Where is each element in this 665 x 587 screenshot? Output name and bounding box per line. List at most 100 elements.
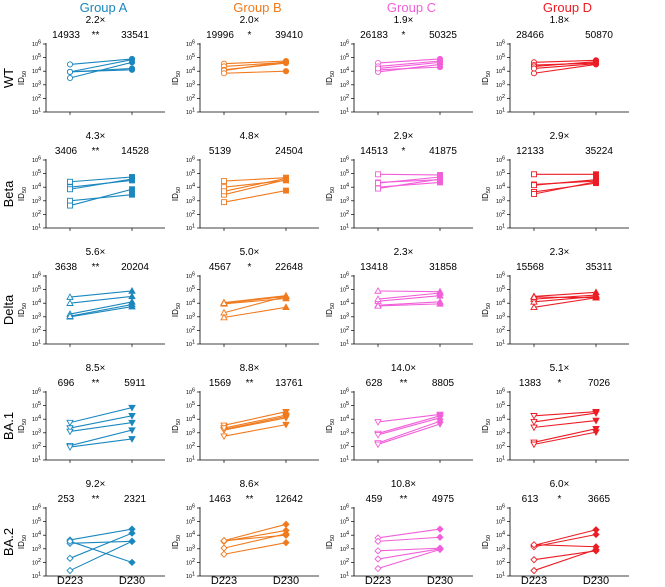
y-tick-label: 10 [496, 288, 502, 294]
y-tick-exponent: 1 [192, 224, 195, 230]
y-tick-label: 10 [32, 274, 38, 280]
x-label-d230: D230 [119, 575, 145, 587]
d230-point [592, 417, 600, 425]
d223-point [221, 178, 227, 185]
subject-line [223, 190, 287, 203]
subject-line [69, 58, 133, 65]
subject-line [223, 177, 287, 182]
y-tick-label: 10 [186, 301, 192, 307]
gmt-d223-label: 3406 [55, 146, 78, 157]
y-tick-exponent: 4 [346, 531, 349, 537]
d223-point [530, 65, 538, 72]
y-tick-exponent: 6 [346, 40, 349, 46]
y-tick-exponent: 2 [346, 210, 349, 216]
y-tick-exponent: 5 [192, 169, 195, 175]
y-tick-exponent: 5 [192, 517, 195, 523]
subject-line [377, 63, 441, 73]
y-tick-label: 10 [186, 404, 192, 410]
y-tick-exponent: 4 [38, 299, 41, 305]
fold-change-label: 1.8× [550, 15, 570, 26]
y-tick-exponent: 4 [38, 415, 41, 421]
fold-change-label: 14.0× [391, 363, 416, 374]
subject-line [377, 178, 441, 190]
y-tick-exponent: 5 [502, 285, 505, 291]
y-tick-exponent: 5 [502, 169, 505, 175]
d230-point [592, 429, 600, 437]
y-tick-exponent: 4 [346, 183, 349, 189]
row-label-beta: Beta [1, 180, 16, 208]
subject-line [69, 304, 133, 317]
y-tick-label: 10 [496, 342, 502, 348]
gmt-d223-label: 1383 [519, 378, 542, 389]
significance-label: * [402, 146, 406, 157]
d223-point [220, 544, 228, 552]
y-tick-exponent: 5 [502, 517, 505, 523]
d223-point [66, 419, 74, 427]
d230-point [437, 174, 443, 180]
y-tick-exponent: 2 [192, 442, 195, 448]
subject-line [223, 306, 287, 319]
y-tick-label: 10 [32, 172, 38, 178]
subject-line [223, 542, 287, 555]
d230-point [282, 58, 290, 65]
y-tick-label: 10 [186, 506, 192, 512]
d223-point [66, 537, 74, 545]
y-tick-exponent: 1 [192, 108, 195, 114]
gmt-d230-label: 13761 [275, 378, 303, 389]
y-tick-exponent: 3 [192, 428, 195, 434]
d230-point [128, 558, 136, 567]
fold-change-label: 2.3× [394, 247, 414, 258]
gmt-d223-label: 28466 [516, 30, 544, 41]
y-tick-label: 10 [340, 212, 346, 218]
fold-change-label: 5.0× [240, 247, 260, 258]
y-tick-exponent: 6 [38, 156, 41, 162]
row-label-delta: Delta [1, 294, 16, 325]
d223-point [66, 299, 74, 306]
y-tick-exponent: 3 [38, 80, 41, 86]
y-tick-label: 10 [32, 185, 38, 191]
y-tick-label: 10 [32, 342, 38, 348]
d223-point [66, 61, 74, 68]
gmt-d230-label: 12642 [275, 494, 303, 505]
y-tick-label: 10 [186, 199, 192, 205]
y-tick-label: 10 [186, 83, 192, 89]
group-titles: Group A Group B Group C Group D [80, 0, 592, 15]
subject-line [69, 540, 133, 563]
gmt-d223-label: 1463 [209, 494, 232, 505]
y-tick-label: 10 [186, 69, 192, 75]
y-axis-label: ID50 [17, 303, 28, 317]
d223-point [374, 302, 382, 309]
d230-point [592, 60, 600, 67]
y-tick-label: 10 [496, 328, 502, 334]
subject-line [377, 547, 441, 552]
d230-point [128, 65, 136, 72]
d223-point [375, 180, 381, 187]
d230-point [436, 545, 444, 553]
y-tick-exponent: 6 [38, 272, 41, 278]
y-tick-exponent: 3 [38, 196, 41, 202]
d230-point [436, 299, 444, 307]
y-tick-label: 10 [496, 83, 502, 89]
subject-line [223, 523, 287, 542]
y-axis-label: ID50 [325, 71, 336, 85]
significance-label: ** [92, 494, 100, 505]
d230-point [282, 531, 290, 539]
d223-point [530, 441, 538, 449]
y-tick-exponent: 3 [346, 80, 349, 86]
y-tick-label: 10 [496, 533, 502, 539]
y-tick-exponent: 1 [502, 224, 505, 230]
y-tick-label: 10 [186, 96, 192, 102]
d223-point [66, 312, 74, 319]
significance-label: ** [246, 494, 254, 505]
y-tick-exponent: 2 [346, 558, 349, 564]
subject-line [377, 423, 441, 445]
y-tick-label: 10 [340, 301, 346, 307]
subject-line [69, 528, 133, 541]
subject-line [223, 534, 287, 542]
y-tick-exponent: 1 [192, 572, 195, 578]
y-axis-label: ID50 [171, 187, 182, 201]
d223-point [66, 566, 74, 575]
